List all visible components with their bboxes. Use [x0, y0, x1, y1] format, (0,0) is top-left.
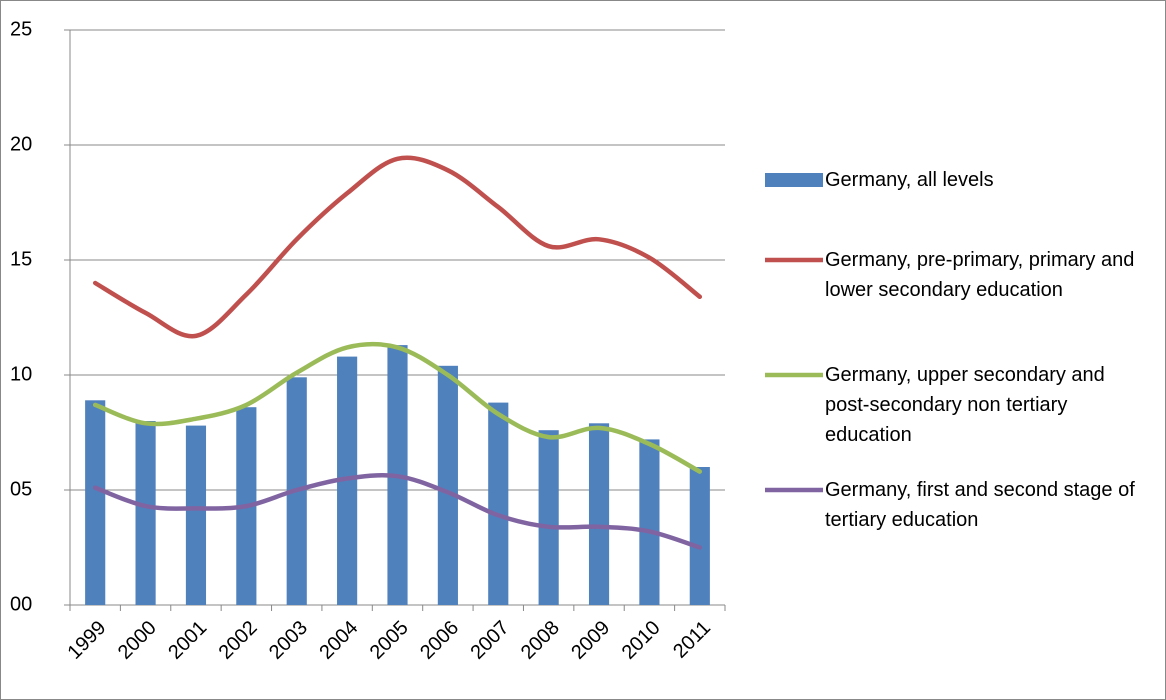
- y-tick-label: 00: [10, 593, 32, 615]
- bar: [437, 365, 458, 605]
- legend-label: Germany, pre-primary, primary and lower …: [825, 249, 1135, 301]
- y-tick-label: 10: [10, 363, 32, 385]
- bar: [488, 402, 509, 605]
- y-tick-label: 15: [10, 248, 32, 270]
- legend-label: Germany, first and second stage of terti…: [825, 479, 1135, 531]
- y-tick-label: 20: [10, 133, 32, 155]
- legend-label: Germany, all levels: [825, 169, 994, 191]
- bar: [135, 421, 156, 605]
- legend-label: Germany, upper secondary and post-second…: [825, 364, 1105, 446]
- legend-swatch: [765, 173, 823, 187]
- bar: [337, 356, 358, 605]
- y-tick-label: 25: [10, 18, 32, 40]
- bar: [689, 467, 710, 605]
- bar: [639, 439, 660, 605]
- bar: [85, 400, 106, 605]
- line: [92, 341, 703, 474]
- bar: [588, 423, 610, 605]
- bar: [185, 425, 207, 605]
- line: [92, 155, 703, 339]
- bar: [538, 430, 559, 605]
- y-tick-label: 05: [10, 478, 32, 500]
- line: [92, 473, 703, 550]
